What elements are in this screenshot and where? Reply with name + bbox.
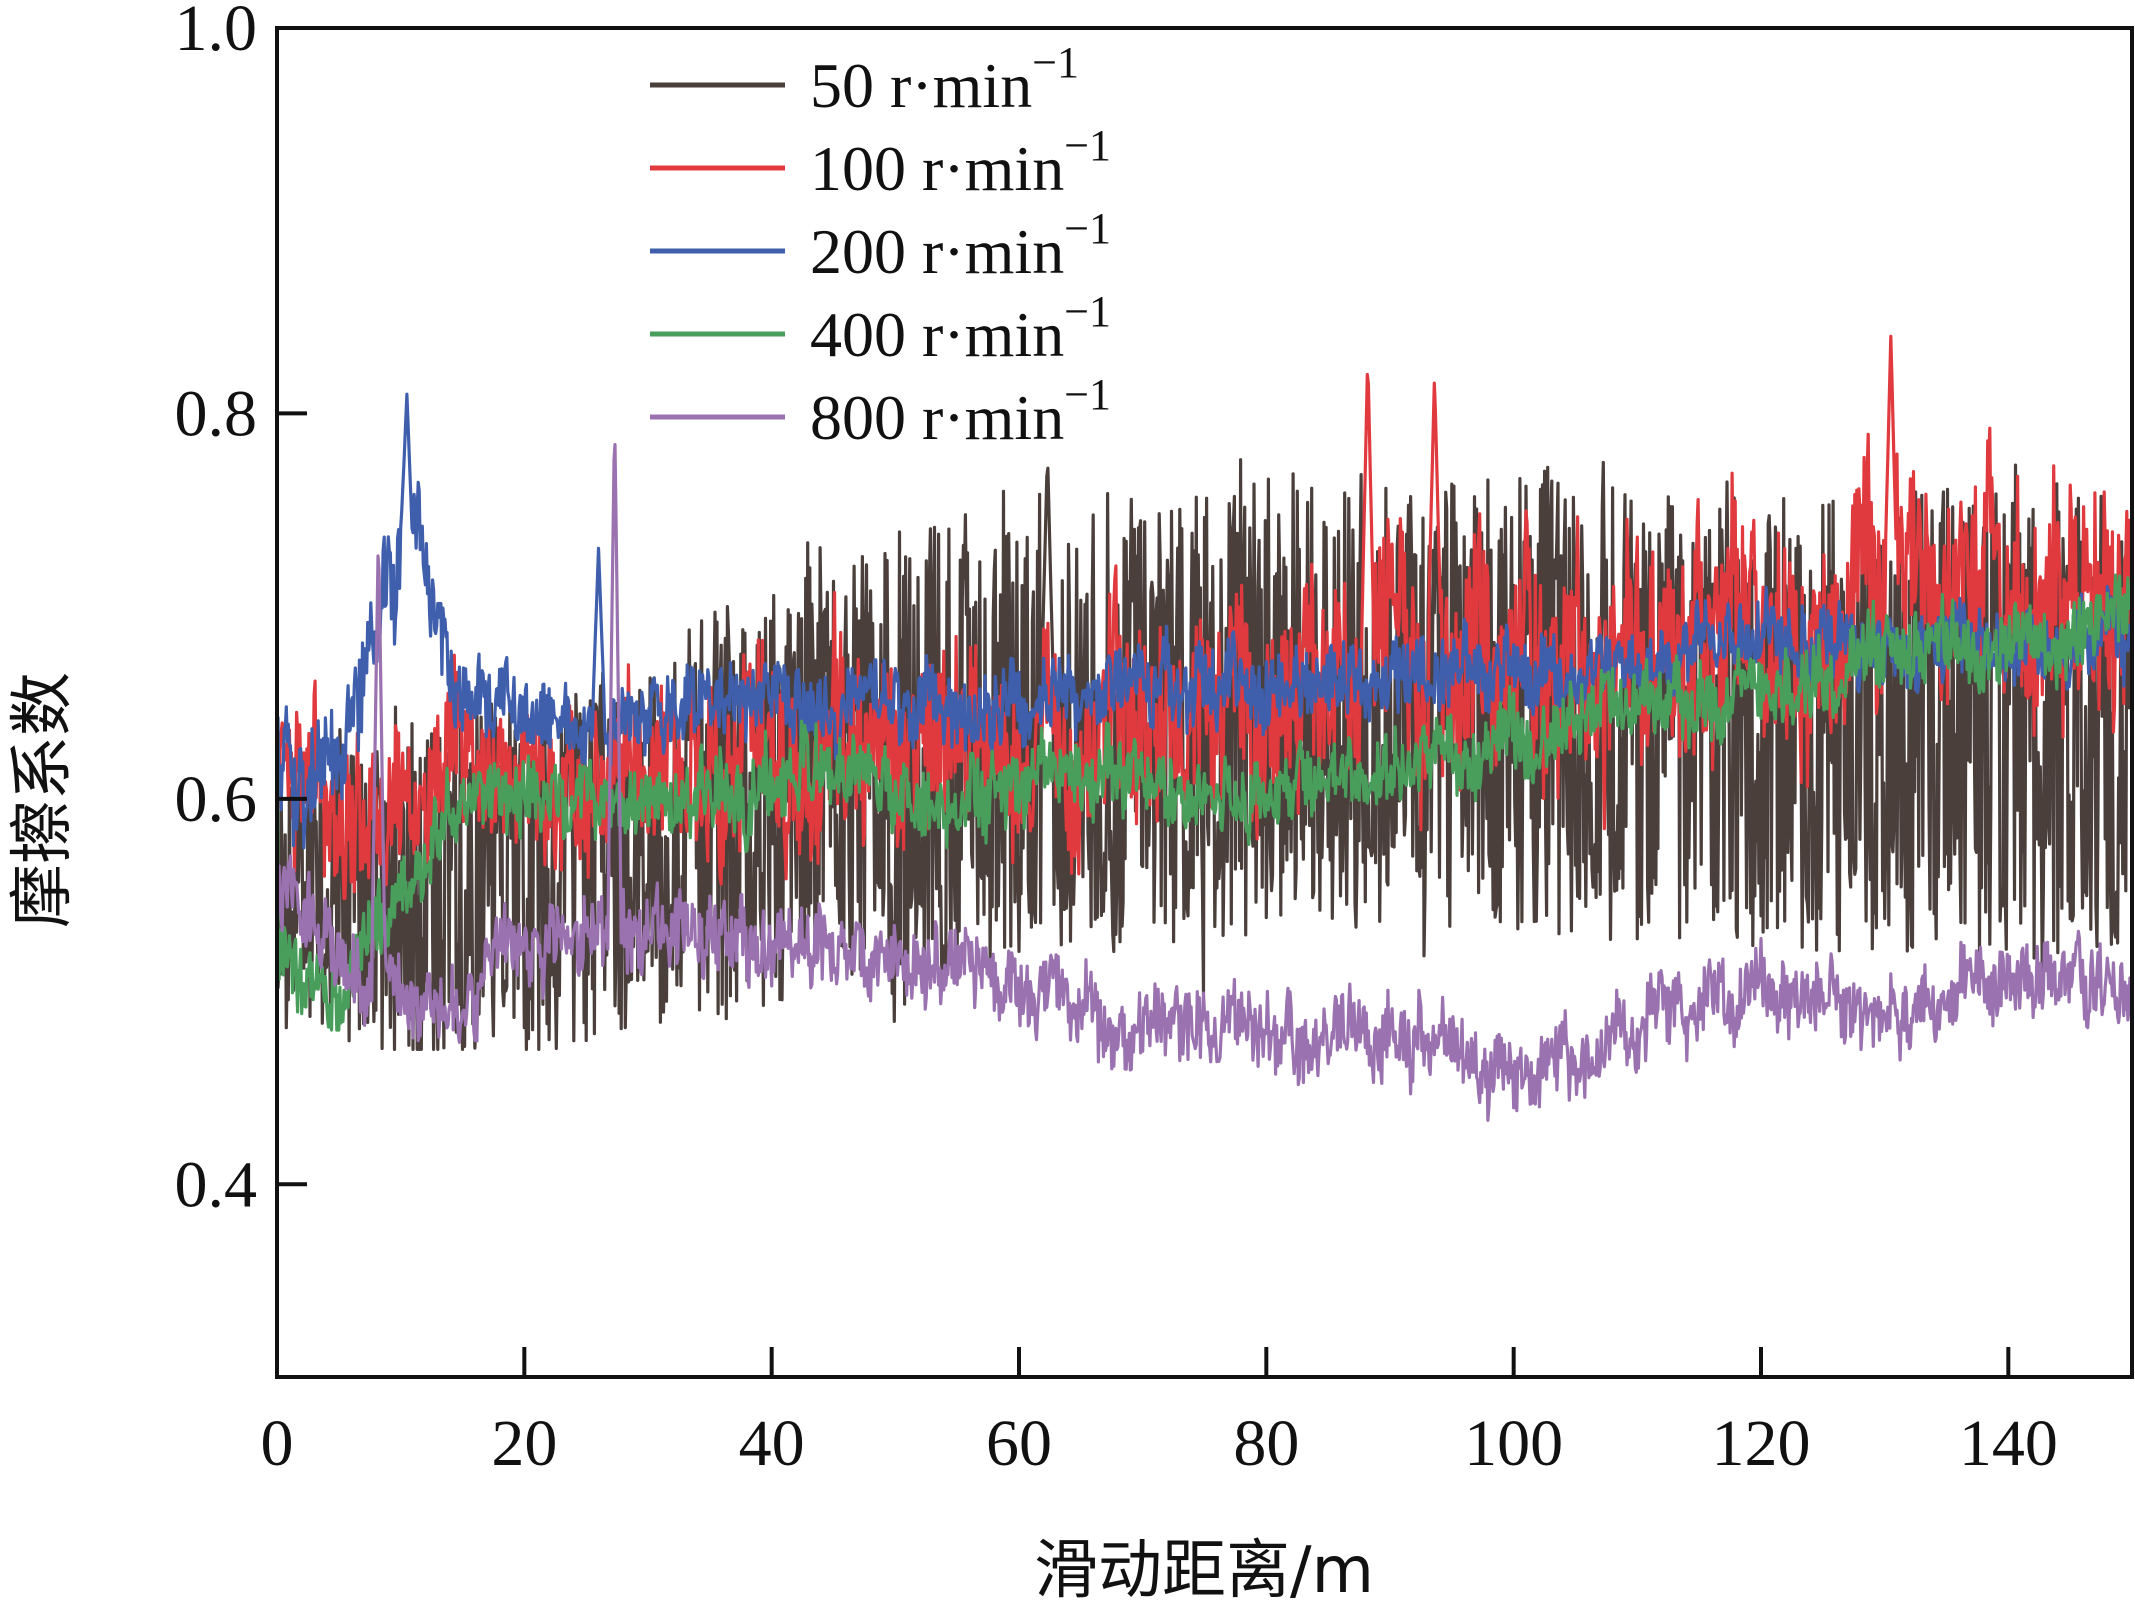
y-tick-label: 0.4 <box>175 1148 258 1221</box>
legend-label-name: 200 r·min <box>810 216 1064 287</box>
x-axis: 0 20 40 60 80 100 120 140 <box>261 1347 2058 1480</box>
legend-label-superscript: −1 <box>1064 287 1111 336</box>
y-tick-label: 0.6 <box>175 763 258 836</box>
legend-label: 50 r·min−1 <box>810 38 1079 121</box>
y-axis: 0.4 0.6 0.8 1.0 <box>175 0 307 1221</box>
y-tick-label: 0.8 <box>175 377 258 450</box>
y-axis-label: 摩擦系数 <box>6 672 80 928</box>
x-tick-label: 40 <box>739 1407 805 1480</box>
legend-label: 800 r·min−1 <box>810 370 1111 453</box>
x-tick-label: 60 <box>986 1407 1052 1480</box>
legend-label-name: 50 r·min <box>810 50 1032 121</box>
legend-label: 400 r·min−1 <box>810 287 1111 370</box>
x-axis-label: 滑动距离/m <box>1034 1534 1374 1608</box>
y-tick-label: 1.0 <box>175 0 258 65</box>
legend-label-superscript: −1 <box>1064 370 1111 419</box>
series-lines <box>275 334 2134 1122</box>
legend-label: 200 r·min−1 <box>810 204 1111 287</box>
series-line-0 <box>275 458 2134 1052</box>
legend-label-name: 800 r·min <box>810 382 1064 453</box>
legend-label-name: 400 r·min <box>810 299 1064 370</box>
legend-label-superscript: −1 <box>1032 38 1079 87</box>
series-line-3 <box>275 529 2134 1032</box>
x-tick-label: 100 <box>1464 1407 1563 1480</box>
legend-label: 100 r·min−1 <box>810 121 1111 204</box>
x-tick-label: 80 <box>1233 1407 1299 1480</box>
x-tick-label: 20 <box>491 1407 557 1480</box>
series-line-2 <box>275 392 2134 850</box>
legend-label-superscript: −1 <box>1064 204 1111 253</box>
legend-label-name: 100 r·min <box>810 133 1064 204</box>
x-tick-label: 0 <box>261 1407 294 1480</box>
series-line-4 <box>275 443 2134 1122</box>
plot-frame <box>275 26 2134 1379</box>
x-tick-label: 140 <box>1959 1407 2058 1480</box>
x-tick-label: 120 <box>1712 1407 1811 1480</box>
legend-label-superscript: −1 <box>1064 121 1111 170</box>
